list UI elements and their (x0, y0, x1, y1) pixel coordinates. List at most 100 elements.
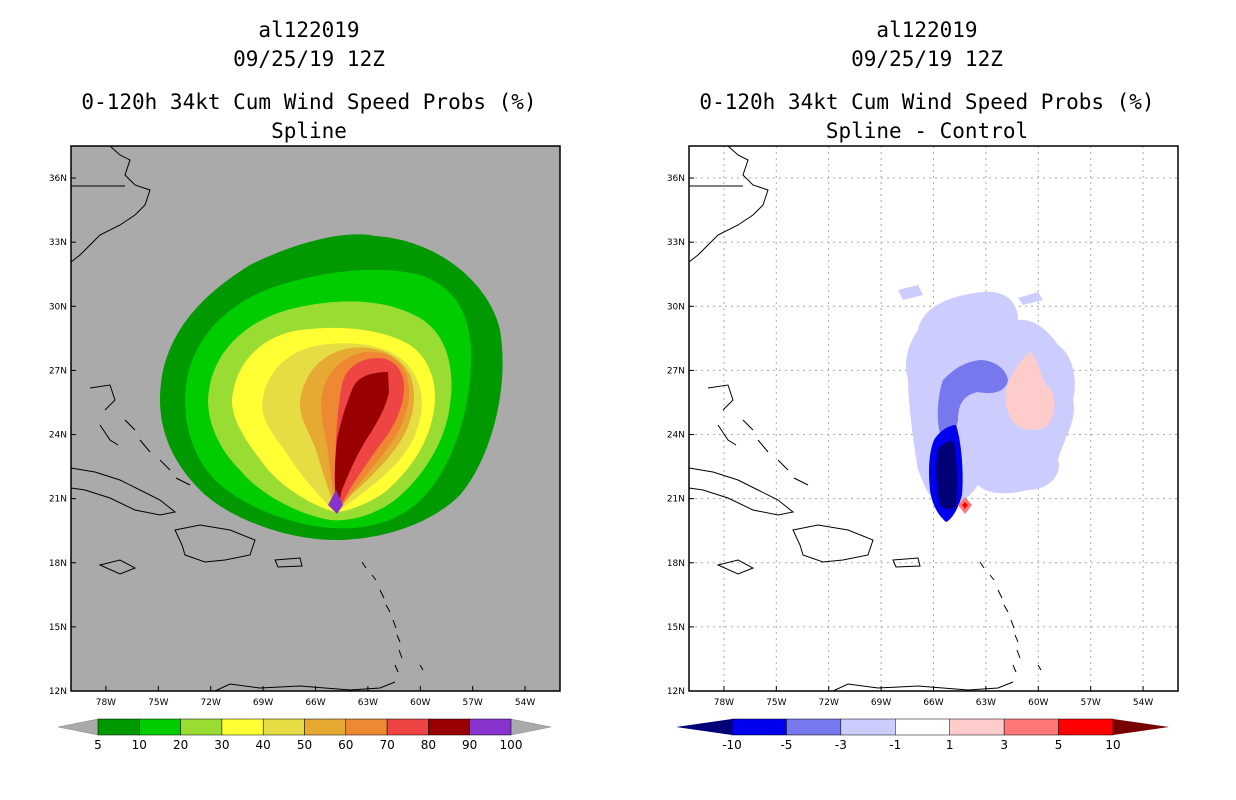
colorbar-swatch (139, 718, 181, 736)
lat-tick-label: 24N (667, 431, 685, 441)
colorbar-label: 3 (1000, 738, 1008, 752)
colorbar-swatch (1058, 718, 1114, 736)
colorbar-label: 90 (462, 738, 477, 752)
diff-light-red (1005, 352, 1055, 430)
lat-tick-label: 15N (49, 623, 67, 633)
contour-90 (328, 490, 343, 514)
difference-panel: al122019 09/25/19 12Z 0-120h 34kt Cum Wi… (618, 0, 1236, 800)
panel-subtitle: Spline - Control (825, 119, 1029, 143)
lon-tick-label: 54W (515, 698, 535, 708)
us-east-coast (70, 145, 151, 263)
lat-tick-label: 18N (667, 559, 685, 569)
lesser-antilles (979, 561, 1042, 673)
colorbar-right-extension (510, 718, 552, 736)
colorbar-swatch (786, 718, 842, 736)
colorbar-swatch (469, 718, 512, 736)
lat-tick-label: 33N (49, 238, 67, 248)
lat-tick-label: 12N (49, 687, 67, 697)
jamaica (98, 559, 137, 575)
spline-map: 36N 33N 30N 27N 24N 21N 18N 15N 12N 78W 75W 72W 69W 6… (49, 145, 561, 752)
grid-lines (689, 146, 1178, 691)
south-america-coast (832, 681, 1014, 692)
colorbar-label: 5 (94, 738, 102, 752)
colorbar-swatch (304, 718, 347, 736)
product-title: 0-120h 34kt Cum Wind Speed Probs (%) (699, 90, 1155, 114)
lat-tick-label: 33N (667, 238, 685, 248)
lon-tick-label: 63W (358, 698, 378, 708)
lat-tick-label: 21N (49, 495, 67, 505)
lat-tick-label: 24N (49, 431, 67, 441)
colorbar-swatch (731, 718, 787, 736)
lat-tick-label: 36N (667, 174, 685, 184)
colorbar-label: 10 (1105, 738, 1120, 752)
lon-tick-label: 60W (410, 698, 430, 708)
colorbar-label: -10 (722, 738, 742, 752)
colorbar-label: 1 (946, 738, 954, 752)
us-east-coast (688, 145, 769, 263)
puerto-rico (892, 557, 921, 568)
difference-map: 36N 33N 30N 27N 24N 21N 18N 15N 12N 78W 75W 72W 69W 6… (667, 145, 1179, 752)
difference-contours (898, 285, 1075, 522)
lon-tick-label: 57W (462, 698, 482, 708)
colorbar-right-extension (1113, 719, 1169, 735)
puerto-rico (274, 557, 303, 568)
colorbar-swatch (345, 718, 388, 736)
lon-tick-label: 72W (201, 698, 221, 708)
colorbar-left-extension (676, 719, 732, 735)
storm-id: al122019 (876, 18, 978, 42)
lat-tick-label: 30N (49, 302, 67, 312)
colorbar-label: 30 (214, 738, 229, 752)
colorbar-label: 100 (500, 738, 523, 752)
lesser-antilles (361, 561, 424, 673)
colorbar: -10 -5 -3 -1 1 3 5 10 (676, 718, 1169, 752)
spline-panel: al122019 09/25/19 12Z 0-120h 34kt Cum Wi… (49, 18, 561, 752)
lat-tick-label: 12N (667, 687, 685, 697)
colorbar-swatch (895, 718, 950, 736)
lon-tick-label: 63W (976, 698, 996, 708)
jamaica (716, 559, 755, 575)
lat-tick-label: 27N (49, 366, 67, 376)
hispaniola (174, 524, 256, 563)
lat-tick-label: 18N (49, 559, 67, 569)
cuba (70, 467, 177, 516)
bahamas (707, 384, 809, 486)
lat-tick-label: 15N (667, 623, 685, 633)
lon-tick-label: 54W (1133, 698, 1153, 708)
lon-tick-label: 66W (923, 698, 943, 708)
colorbar-left-extension (57, 718, 99, 736)
cuba (688, 467, 795, 516)
coastlines (70, 145, 424, 692)
lon-tick-label: 75W (766, 698, 786, 708)
colorbar-label: 70 (379, 738, 394, 752)
lat-tick-label: 36N (49, 174, 67, 184)
colorbar-label: 50 (297, 738, 312, 752)
colorbar-swatch (386, 718, 429, 736)
probability-contours (160, 234, 503, 540)
contour-80 (334, 372, 389, 510)
lon-tick-label: 72W (819, 698, 839, 708)
forecast-datetime: 09/25/19 12Z (233, 47, 385, 71)
lon-tick-label: 60W (1028, 698, 1048, 708)
colorbar-swatch (180, 718, 223, 736)
lon-tick-label: 78W (714, 698, 734, 708)
colorbar-label: -5 (780, 738, 792, 752)
lon-tick-label: 69W (871, 698, 891, 708)
colorbar-label: 5 (1055, 738, 1063, 752)
panel-subtitle: Spline (271, 119, 347, 143)
colorbar-swatch (262, 718, 305, 736)
colorbar-swatch (97, 718, 140, 736)
lon-tick-label: 69W (253, 698, 273, 708)
colorbar-label: 20 (173, 738, 188, 752)
colorbar-swatch (1003, 718, 1059, 736)
bahamas (89, 384, 191, 486)
product-title: 0-120h 34kt Cum Wind Speed Probs (%) (81, 90, 537, 114)
diff-red (962, 502, 968, 509)
colorbar-label: 60 (338, 738, 353, 752)
south-america-coast (214, 681, 396, 692)
colorbar-swatch (428, 718, 470, 736)
forecast-datetime: 09/25/19 12Z (851, 47, 1003, 71)
storm-id: al122019 (258, 18, 360, 42)
diff-dark-blue (936, 441, 958, 510)
colorbar-swatch (840, 718, 896, 736)
hispaniola (792, 524, 874, 563)
